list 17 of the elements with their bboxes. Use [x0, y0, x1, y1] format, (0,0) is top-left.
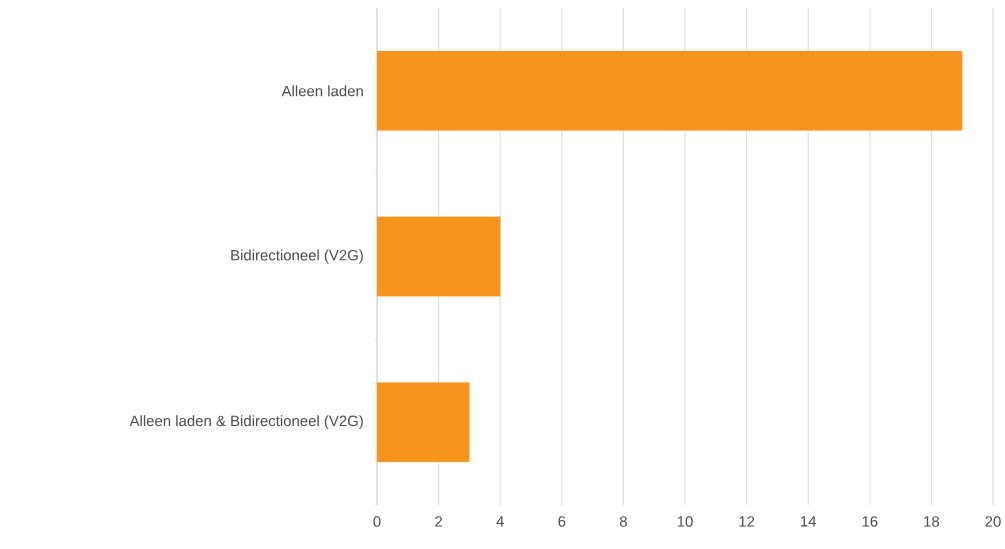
y-tick-label: Alleen laden [281, 85, 363, 97]
bar [376, 216, 501, 297]
x-tick-label: 10 [677, 516, 693, 527]
x-tick-label: 16 [862, 516, 878, 527]
y-tick-label: Alleen laden & Bidirectioneel (V2G) [129, 415, 363, 430]
x-tick-label: 8 [619, 516, 627, 527]
x-tick-label: 18 [924, 516, 940, 527]
x-tick-label: 14 [801, 516, 817, 527]
x-tick-label: 12 [739, 516, 755, 527]
y-tick-label: Bidirectioneel (V2G) [231, 249, 363, 264]
bar [376, 382, 470, 463]
x-tick-label: 0 [373, 516, 381, 527]
x-tick-label: 2 [435, 516, 443, 527]
x-tick-label: 6 [558, 516, 566, 527]
x-tick-label: 20 [985, 516, 1001, 527]
x-tick-label: 4 [496, 516, 504, 527]
bar [376, 50, 963, 131]
